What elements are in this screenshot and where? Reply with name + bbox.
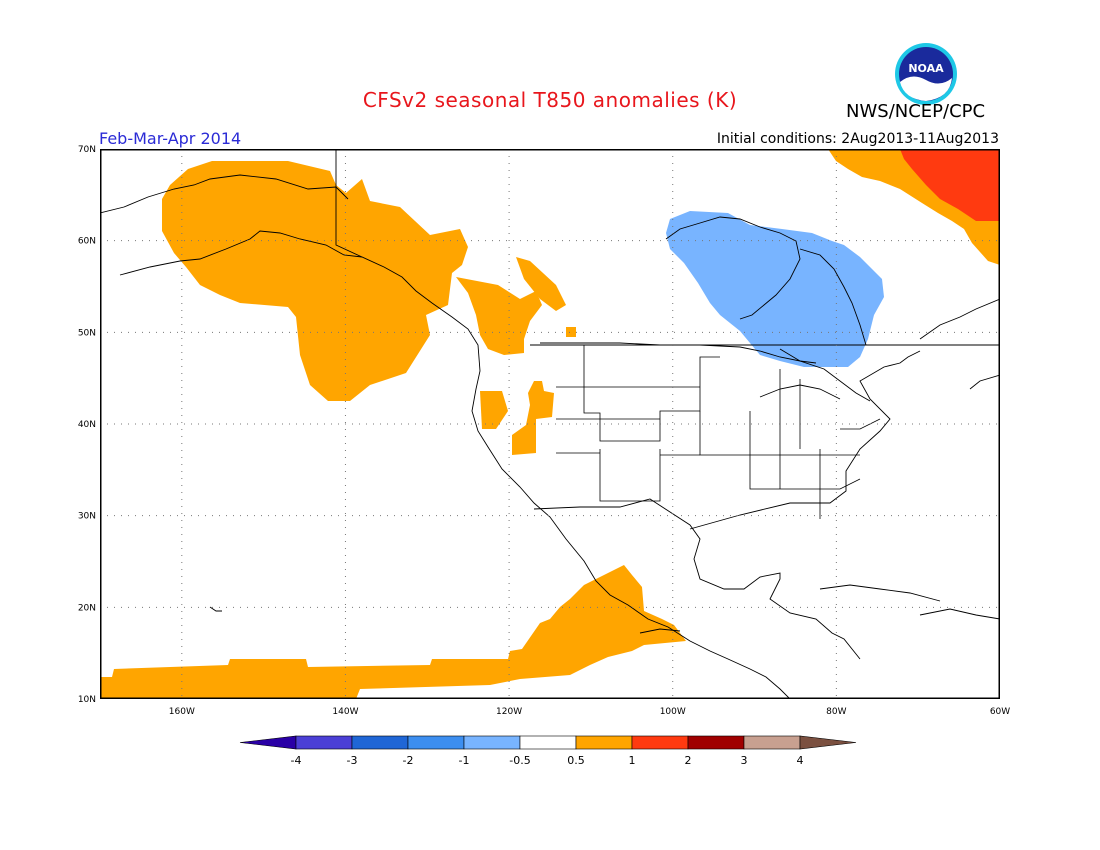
colorbar-label: -3: [347, 754, 358, 767]
colorbar-label: 4: [797, 754, 804, 767]
colorbar-swatch: [687, 735, 745, 750]
lat-label: 40N: [78, 420, 96, 430]
graticule: [100, 149, 1000, 699]
colorbar-label: 2: [685, 754, 692, 767]
colorbar-label: 3: [741, 754, 748, 767]
state-borders: [556, 345, 881, 519]
colorbar-label: 0.5: [567, 754, 585, 767]
alaska-gulf-warm: [162, 161, 468, 401]
lon-label: 140W: [332, 707, 358, 717]
lon-label: 120W: [496, 707, 522, 717]
initial-conditions: Initial conditions: 2Aug2013-11Aug2013: [716, 131, 999, 147]
lat-label: 50N: [78, 328, 96, 338]
lon-label: 100W: [660, 707, 686, 717]
colorbar-label: 1: [629, 754, 636, 767]
bc-fringe-warm: [516, 257, 566, 311]
colorbar-label: -2: [403, 754, 414, 767]
colorbar-max-arrow: [799, 735, 857, 750]
colorbar-swatch: [407, 735, 465, 750]
colorbar-swatch: [295, 735, 353, 750]
lat-label: 70N: [78, 145, 96, 155]
noaa-logo: NOAA: [894, 42, 958, 106]
lon-label: 80W: [826, 707, 846, 717]
coastlines: [100, 149, 1000, 699]
colorbar-label: -0.5: [509, 754, 530, 767]
baffin-strong-warm: [900, 149, 1000, 221]
pacific-northwest-warm: [456, 277, 542, 355]
svg-text:NOAA: NOAA: [908, 62, 944, 75]
lon-label: 60W: [990, 707, 1010, 717]
colorbar-swatch: [351, 735, 409, 750]
hudson-bay-cold: [666, 211, 884, 367]
colorbar: -4 -3 -2 -1 -0.5 0.5 1 2 3 4: [238, 734, 862, 774]
chart-title: CFSv2 seasonal T850 anomalies (K): [362, 88, 738, 112]
colorbar-swatch: [575, 735, 633, 750]
colorbar-swatch: [463, 735, 521, 750]
lat-label: 20N: [78, 603, 96, 613]
colorbar-min-arrow: [239, 735, 297, 750]
tropical-pacific-warm: [100, 565, 686, 699]
lat-label: 10N: [78, 695, 96, 705]
great-basin-warm-2: [512, 381, 554, 455]
agency-label: NWS/NCEP/CPC: [846, 101, 986, 122]
lat-label: 30N: [78, 512, 96, 522]
colorbar-label: -4: [291, 754, 302, 767]
colorbar-swatch: [519, 735, 577, 750]
forecast-period: Feb-Mar-Apr 2014: [99, 129, 242, 148]
great-basin-warm: [480, 391, 508, 429]
lon-label: 160W: [169, 707, 195, 717]
colorbar-label: -1: [459, 754, 470, 767]
map-frame: [100, 149, 1000, 699]
anomaly-map: [100, 149, 1000, 699]
lat-label: 60N: [78, 237, 96, 247]
island-warm: [566, 327, 576, 337]
colorbar-swatch: [631, 735, 689, 750]
colorbar-swatch: [743, 735, 801, 750]
